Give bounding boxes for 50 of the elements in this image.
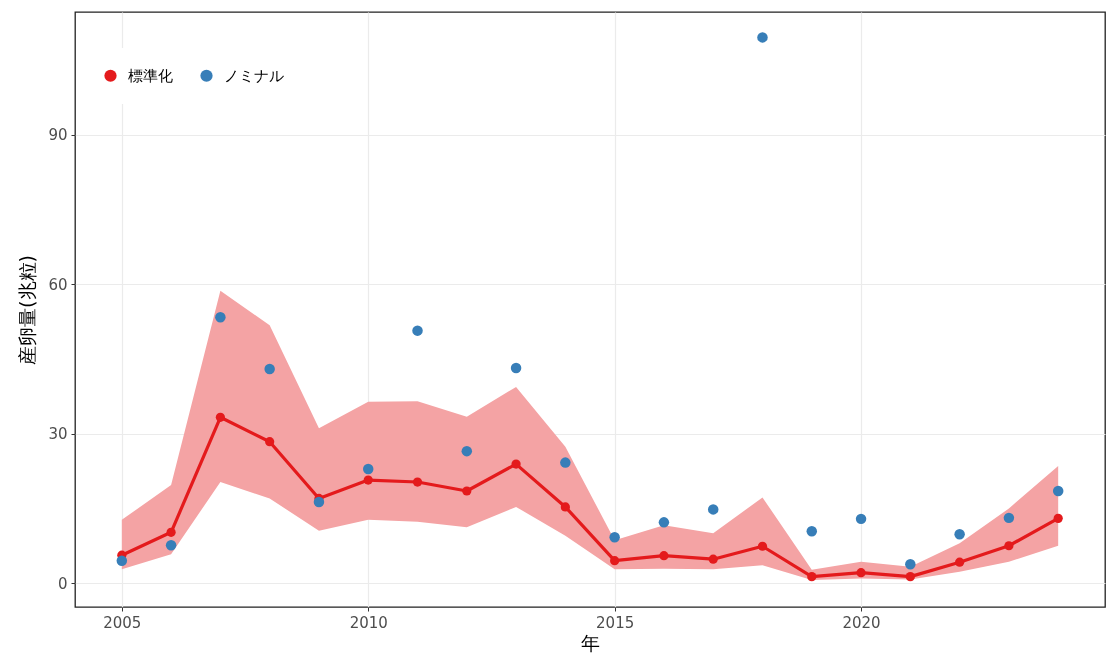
x-tick-label: 2010: [349, 613, 388, 632]
point: [560, 457, 571, 468]
y-tick-label: 30: [48, 425, 68, 444]
point: [1003, 512, 1015, 524]
point: [905, 558, 916, 570]
point: [116, 555, 128, 566]
point: [757, 32, 768, 43]
point: [856, 568, 866, 578]
point: [610, 556, 620, 566]
x-axis-title: 年: [581, 631, 600, 654]
point: [1053, 513, 1063, 523]
point: [855, 513, 867, 525]
point: [412, 325, 423, 336]
point: [511, 459, 521, 469]
point: [264, 363, 275, 375]
x-tick-label: 2015: [596, 613, 635, 632]
legend-label: 標準化: [128, 66, 173, 85]
point: [215, 412, 225, 422]
x-tick-label: 2020: [842, 613, 881, 632]
point: [510, 362, 522, 374]
x-tick-label: 2005: [103, 613, 142, 632]
point: [1052, 485, 1064, 497]
point: [658, 517, 670, 528]
y-tick-label: 90: [48, 126, 68, 145]
point: [461, 445, 473, 457]
point: [1004, 541, 1014, 551]
point: [462, 486, 472, 496]
y-axis-title: 産卵量(兆粒): [16, 255, 39, 365]
point: [265, 437, 275, 447]
point: [659, 551, 669, 561]
point: [807, 572, 817, 582]
point: [362, 463, 374, 475]
point: [707, 504, 719, 515]
point: [708, 554, 718, 564]
point: [165, 540, 177, 551]
legend-label: ノミナル: [224, 66, 284, 85]
point: [806, 526, 818, 537]
point: [954, 529, 965, 540]
point: [560, 502, 570, 512]
y-tick-label: 0: [57, 574, 68, 593]
point: [609, 532, 620, 543]
point: [412, 477, 423, 487]
point: [313, 496, 325, 508]
point: [905, 572, 915, 582]
point: [757, 541, 768, 551]
point: [955, 557, 965, 567]
y-tick-label: 60: [48, 275, 68, 294]
point: [215, 311, 226, 323]
point: [166, 527, 176, 537]
point: [363, 475, 373, 485]
